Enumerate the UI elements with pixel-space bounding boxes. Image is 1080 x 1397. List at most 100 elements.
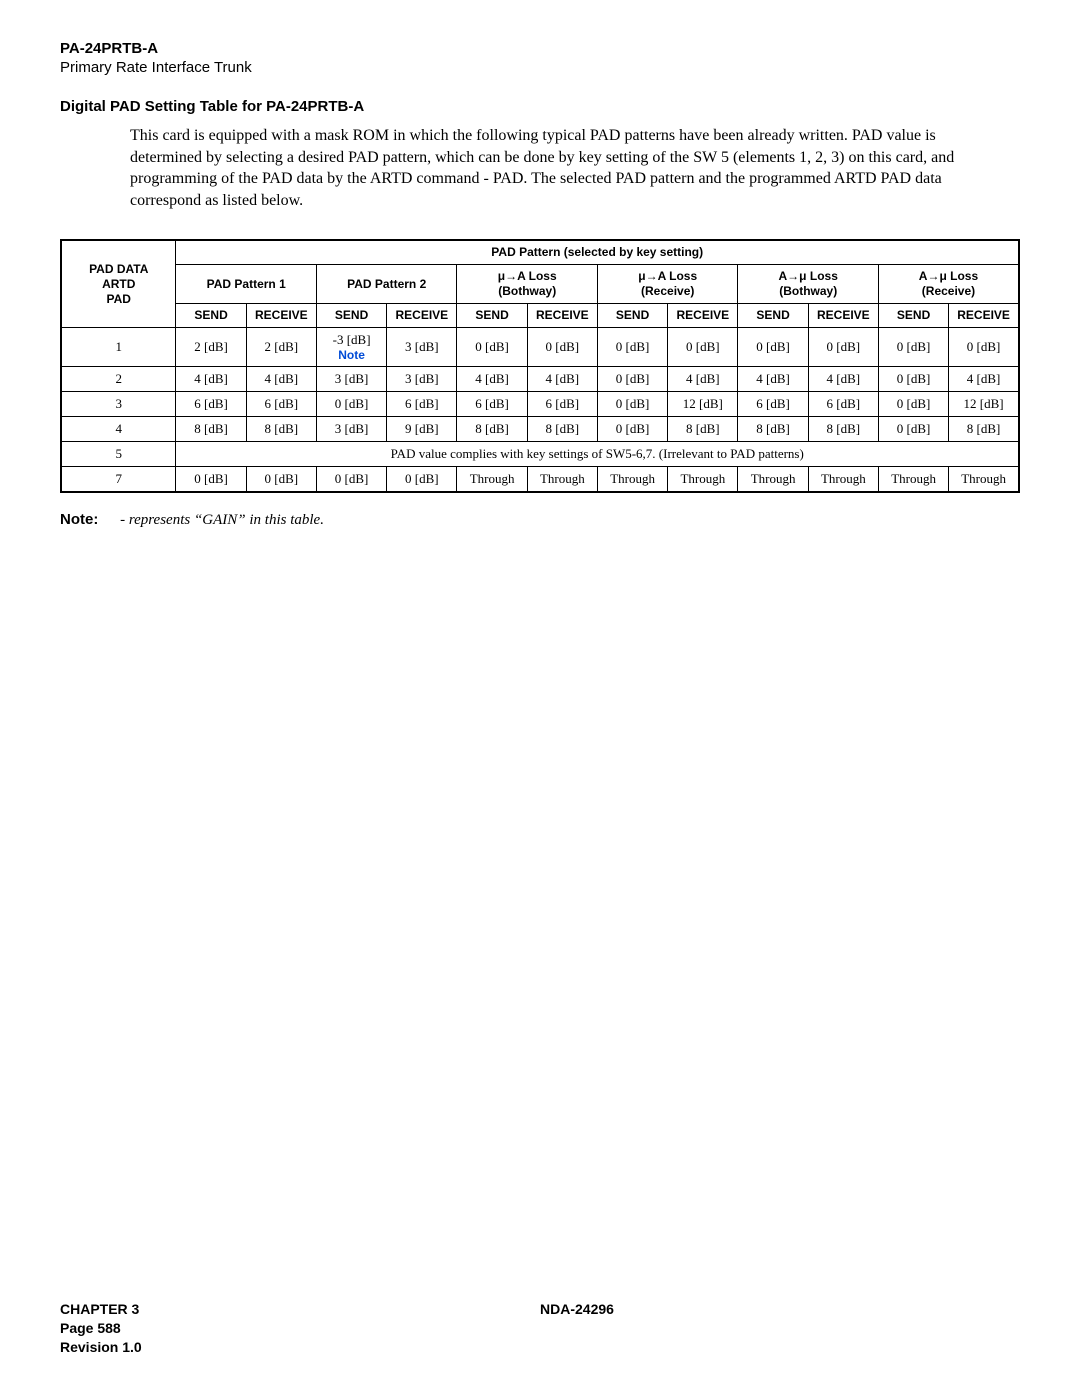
group-header-row: PAD Pattern 1 PAD Pattern 2 μ→A Loss(Bot… xyxy=(61,265,1019,304)
cell: 2 [dB] xyxy=(176,328,246,367)
cell: 0 [dB] xyxy=(668,328,738,367)
cell: 6 [dB] xyxy=(387,392,457,417)
note-cell-value: -3 [dB] xyxy=(319,332,384,348)
cell: 8 [dB] xyxy=(738,417,808,442)
cell: 12 [dB] xyxy=(949,392,1019,417)
cell: Through xyxy=(527,467,597,493)
cell: 4 [dB] xyxy=(176,367,246,392)
cell: 3 [dB] xyxy=(316,417,386,442)
group-5: A→μ Loss(Bothway) xyxy=(738,265,879,304)
sub-receive: RECEIVE xyxy=(668,304,738,328)
group-6: A→μ Loss(Receive) xyxy=(878,265,1019,304)
cell: 6 [dB] xyxy=(808,392,878,417)
cell: 6 [dB] xyxy=(176,392,246,417)
cell: 3 [dB] xyxy=(387,367,457,392)
footer-left: CHAPTER 3 Page 588 Revision 1.0 xyxy=(60,1300,540,1357)
cell: 0 [dB] xyxy=(527,328,597,367)
cell: 0 [dB] xyxy=(597,328,667,367)
cell: 4 [dB] xyxy=(457,367,527,392)
cell: 3 [dB] xyxy=(387,328,457,367)
row-header-label: PAD DATAARTDPAD xyxy=(61,240,176,328)
table-body: 12 [dB]2 [dB]-3 [dB]Note3 [dB]0 [dB]0 [d… xyxy=(61,328,1019,493)
note-text: - represents “GAIN” in this table. xyxy=(120,512,324,528)
table-row: 5PAD value complies with key settings of… xyxy=(61,442,1019,467)
cell: 9 [dB] xyxy=(387,417,457,442)
row-id: 3 xyxy=(61,392,176,417)
cell: 8 [dB] xyxy=(176,417,246,442)
cell: 0 [dB] xyxy=(597,367,667,392)
cell: Through xyxy=(457,467,527,493)
cell: 8 [dB] xyxy=(246,417,316,442)
cell: 0 [dB] xyxy=(878,392,948,417)
cell: 0 [dB] xyxy=(597,417,667,442)
group-2: PAD Pattern 2 xyxy=(316,265,457,304)
footer-doc: NDA-24296 xyxy=(540,1300,1020,1319)
sub-send: SEND xyxy=(176,304,246,328)
cell: 8 [dB] xyxy=(668,417,738,442)
table-row: 24 [dB]4 [dB]3 [dB]3 [dB]4 [dB]4 [dB]0 [… xyxy=(61,367,1019,392)
sub-receive: RECEIVE xyxy=(387,304,457,328)
product-code: PA-24PRTB-A xyxy=(60,40,1020,57)
cell: Through xyxy=(738,467,808,493)
group-4: μ→A Loss(Receive) xyxy=(597,265,738,304)
cell: -3 [dB]Note xyxy=(316,328,386,367)
footer-center: NDA-24296 xyxy=(540,1300,1020,1357)
note-cell-link[interactable]: Note xyxy=(319,348,384,362)
cell: 6 [dB] xyxy=(457,392,527,417)
row-id: 5 xyxy=(61,442,176,467)
cell: Through xyxy=(878,467,948,493)
table-head: PAD DATAARTDPAD PAD Pattern (selected by… xyxy=(61,240,1019,328)
group-3: μ→A Loss(Bothway) xyxy=(457,265,598,304)
footer-revision: Revision 1.0 xyxy=(60,1338,540,1357)
footer-chapter: CHAPTER 3 xyxy=(60,1300,540,1319)
row-id: 1 xyxy=(61,328,176,367)
cell: 0 [dB] xyxy=(387,467,457,493)
pad-setting-table: PAD DATAARTDPAD PAD Pattern (selected by… xyxy=(60,239,1020,493)
cell: 8 [dB] xyxy=(457,417,527,442)
table-row: 70 [dB]0 [dB]0 [dB]0 [dB]ThroughThroughT… xyxy=(61,467,1019,493)
sub-send: SEND xyxy=(738,304,808,328)
note-line: Note: - represents “GAIN” in this table. xyxy=(60,511,1020,529)
cell: Through xyxy=(597,467,667,493)
row-header-text: PAD DATAARTDPAD xyxy=(89,262,148,306)
footer-page: Page 588 xyxy=(60,1319,540,1338)
sub-send: SEND xyxy=(457,304,527,328)
sub-send: SEND xyxy=(597,304,667,328)
cell: 8 [dB] xyxy=(949,417,1019,442)
cell: Through xyxy=(668,467,738,493)
cell: 8 [dB] xyxy=(527,417,597,442)
cell: 6 [dB] xyxy=(738,392,808,417)
page-header: PA-24PRTB-A Primary Rate Interface Trunk xyxy=(60,40,1020,76)
cell: 0 [dB] xyxy=(738,328,808,367)
page-footer: CHAPTER 3 Page 588 Revision 1.0 NDA-2429… xyxy=(60,1300,1020,1357)
sub-receive: RECEIVE xyxy=(808,304,878,328)
cell: 0 [dB] xyxy=(176,467,246,493)
product-subtitle: Primary Rate Interface Trunk xyxy=(60,59,1020,76)
pad-table-container: PAD DATAARTDPAD PAD Pattern (selected by… xyxy=(60,239,1020,493)
sub-send: SEND xyxy=(316,304,386,328)
cell: 4 [dB] xyxy=(246,367,316,392)
cell: 0 [dB] xyxy=(457,328,527,367)
cell: 4 [dB] xyxy=(949,367,1019,392)
group-1: PAD Pattern 1 xyxy=(176,265,317,304)
cell: Through xyxy=(808,467,878,493)
sub-send: SEND xyxy=(878,304,948,328)
top-header: PAD Pattern (selected by key setting) xyxy=(176,240,1019,265)
sub-receive: RECEIVE xyxy=(949,304,1019,328)
cell: 4 [dB] xyxy=(808,367,878,392)
intro-paragraph: This card is equipped with a mask ROM in… xyxy=(130,125,1000,211)
cell: 0 [dB] xyxy=(316,467,386,493)
cell: Through xyxy=(949,467,1019,493)
row-span-note: PAD value complies with key settings of … xyxy=(176,442,1019,467)
sub-receive: RECEIVE xyxy=(246,304,316,328)
cell: 0 [dB] xyxy=(878,328,948,367)
cell: 4 [dB] xyxy=(668,367,738,392)
table-row: 36 [dB]6 [dB]0 [dB]6 [dB]6 [dB]6 [dB]0 [… xyxy=(61,392,1019,417)
cell: 12 [dB] xyxy=(668,392,738,417)
sub-receive: RECEIVE xyxy=(527,304,597,328)
row-id: 7 xyxy=(61,467,176,493)
table-row: 48 [dB]8 [dB]3 [dB]9 [dB]8 [dB]8 [dB]0 [… xyxy=(61,417,1019,442)
cell: 0 [dB] xyxy=(246,467,316,493)
section-title: Digital PAD Setting Table for PA-24PRTB-… xyxy=(60,98,1020,115)
cell: 0 [dB] xyxy=(316,392,386,417)
